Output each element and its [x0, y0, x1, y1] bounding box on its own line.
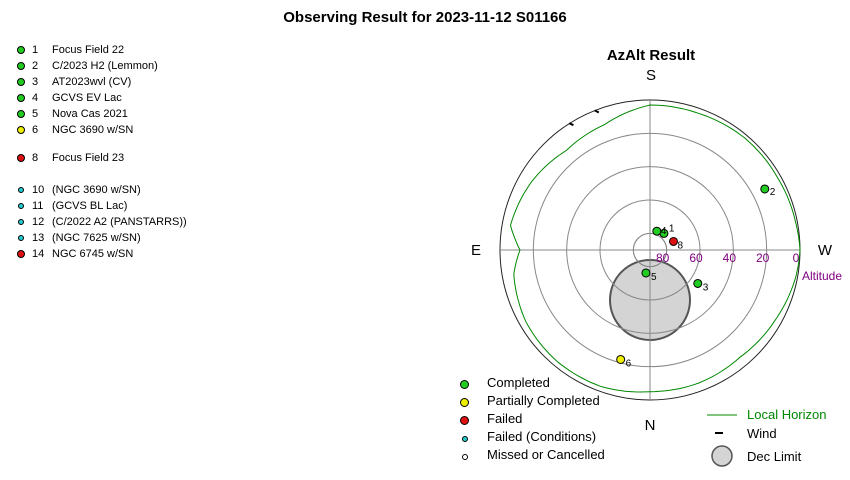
dec-limit-icon: [711, 445, 733, 467]
legend-completed-label: Completed: [487, 375, 550, 390]
target-number: 14: [32, 248, 45, 260]
altitude-tick-label: 60: [689, 251, 703, 265]
altitude-tick-label: 80: [656, 251, 670, 265]
cardinal-north: N: [645, 417, 656, 434]
local-horizon-line: [509, 104, 801, 393]
cardinal-south: S: [646, 67, 656, 84]
status-dot-icon: [18, 219, 24, 225]
target-point: [641, 268, 651, 278]
status-dot-icon: [17, 154, 25, 162]
target-name: NGC 3690 w/SN: [52, 124, 134, 136]
target-number: 12: [32, 216, 45, 228]
target-number: 13: [32, 232, 45, 244]
target-name: AT2023wvl (CV): [52, 76, 132, 88]
target-number: 2: [32, 60, 39, 72]
target-point-label: 1: [669, 223, 675, 234]
altitude-tick-label: 40: [723, 251, 737, 265]
altitude-rings: [499, 99, 801, 401]
target-number: 5: [32, 108, 39, 120]
target-number: 8: [32, 152, 39, 164]
target-name: C/2023 H2 (Lemmon): [52, 60, 158, 72]
cardinal-labels: S N E W Altitude: [471, 67, 842, 434]
legend-wind-label: Wind: [747, 426, 777, 441]
target-point-label: 5: [651, 272, 657, 283]
status-dot-icon: [17, 110, 25, 118]
altitude-tick-label: 0: [793, 251, 800, 265]
target-name: (GCVS BL Lac): [52, 200, 128, 212]
target-point-label: 2: [770, 187, 776, 198]
failed-marker-icon: [460, 416, 469, 425]
target-name: (NGC 3690 w/SN): [52, 184, 141, 196]
target-name: Nova Cas 2021: [52, 108, 128, 120]
target-point: [760, 184, 770, 194]
altitude-axis-label: Altitude: [802, 269, 842, 283]
target-name: GCVS EV Lac: [52, 92, 122, 104]
status-dot-icon: [17, 126, 25, 134]
page-title: Observing Result for 2023-11-12 S01166: [283, 9, 567, 26]
legend-dec-limit-label: Dec Limit: [747, 449, 802, 464]
target-point: [652, 226, 662, 236]
chart-title: AzAlt Result: [607, 47, 695, 64]
target-point-label: 3: [703, 282, 709, 293]
legend-partial-label: Partially Completed: [487, 393, 600, 408]
altitude-tick-label: 20: [756, 251, 770, 265]
status-dot-icon: [18, 203, 24, 209]
overlay-legend-symbols: [707, 414, 737, 467]
target-number: 4: [32, 92, 39, 104]
status-dot-icon: [18, 235, 24, 241]
target-point-label: 8: [677, 240, 683, 251]
cardinal-west: W: [818, 242, 833, 259]
target-point: [616, 354, 626, 364]
target-point: [693, 278, 703, 288]
target-points: 1 2 3 4 5 6 8: [616, 184, 776, 369]
target-name: NGC 6745 w/SN: [52, 248, 134, 260]
legend-missed-label: Missed or Cancelled: [487, 447, 605, 462]
target-point-label: 4: [661, 226, 667, 237]
status-dot-icon: [17, 46, 25, 54]
cardinal-east: E: [471, 242, 481, 259]
legend-failed-label: Failed: [487, 411, 523, 426]
completed-marker-icon: [460, 380, 469, 389]
altitude-tick-labels: 80 60 40 20 0: [656, 251, 800, 265]
target-name: (C/2022 A2 (PANSTARRS)): [52, 216, 187, 228]
wind-layer: [568, 109, 600, 127]
failed-conditions-marker-icon: [462, 436, 468, 442]
target-point: [668, 236, 678, 246]
target-name: Focus Field 23: [52, 152, 125, 164]
legend-failed-conditions-label: Failed (Conditions): [487, 429, 597, 444]
horizon-layer: [509, 104, 801, 393]
status-dot-icon: [17, 78, 25, 86]
status-dot-icon: [17, 62, 25, 70]
status-dot-icon: [17, 250, 25, 258]
target-name: Focus Field 22: [52, 44, 125, 56]
target-number: 10: [32, 184, 45, 196]
legend-horizon-label: Local Horizon: [747, 407, 827, 422]
missed-marker-icon: [462, 454, 468, 460]
wind-mark: [594, 109, 600, 114]
partial-marker-icon: [460, 398, 469, 407]
status-dot-icon: [18, 187, 24, 193]
target-name: (NGC 7625 w/SN): [52, 232, 141, 244]
target-number: 3: [32, 76, 39, 88]
target-number: 1: [32, 44, 39, 56]
target-number: 11: [32, 200, 44, 212]
target-number: 6: [32, 124, 39, 136]
status-dot-icon: [17, 94, 25, 102]
wind-mark: [568, 122, 574, 127]
target-point-label: 6: [626, 358, 632, 369]
